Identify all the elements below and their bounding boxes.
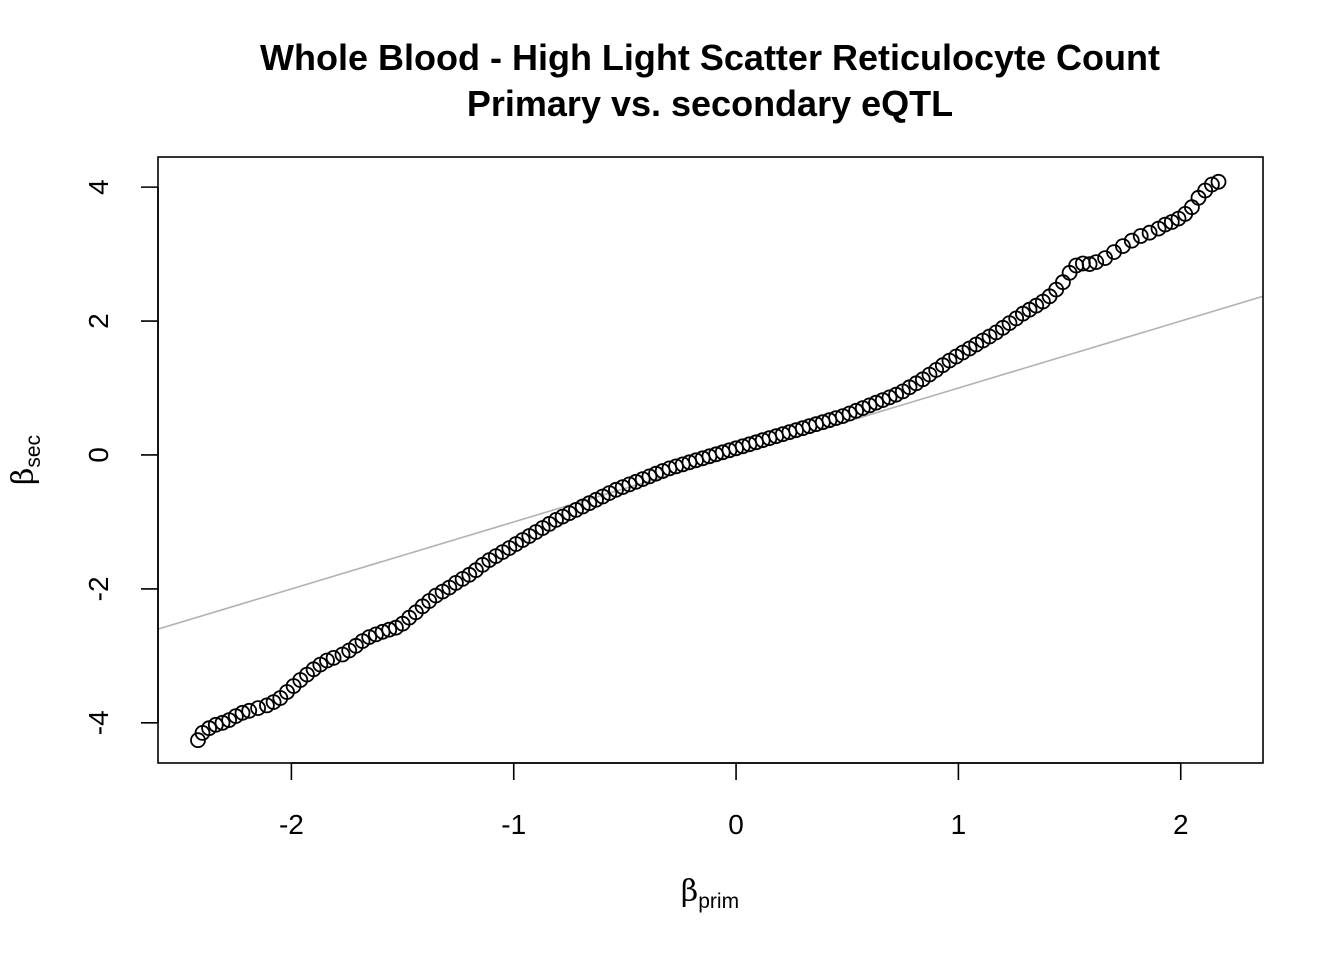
data-point (848, 402, 864, 419)
data-point (1132, 228, 1149, 244)
x-axis: -2 -1 0 1 2 (279, 762, 1189, 840)
y-tick-label: 4 (83, 179, 114, 195)
data-point (608, 481, 624, 498)
data-point (381, 621, 398, 638)
data-point (250, 700, 267, 716)
data-point (854, 400, 871, 417)
data-point (1141, 224, 1158, 241)
data-point (1157, 216, 1174, 233)
y-axis-label: βsec (6, 435, 45, 485)
y-axis-label-subscript: sec (22, 435, 45, 468)
data-point (361, 629, 378, 645)
y-tick-label: -4 (83, 710, 114, 735)
x-axis-label-symbol: β (681, 874, 698, 909)
data-point (621, 476, 638, 493)
x-axis-label-subscript: prim (698, 890, 739, 913)
data-point (648, 465, 664, 482)
plot-frame (157, 156, 1264, 764)
chart-title: Whole Blood - High Light Scatter Reticul… (260, 37, 1160, 78)
data-point (874, 392, 891, 409)
x-tick-label: -2 (279, 809, 304, 840)
data-point (1081, 256, 1098, 273)
y-tick-label: -2 (83, 576, 114, 601)
x-tick-label: -1 (501, 809, 526, 840)
data-point (834, 408, 851, 425)
points-layer (190, 173, 1227, 749)
y-axis: -4 -2 0 2 4 (83, 179, 159, 735)
data-point (1088, 254, 1105, 271)
data-point (868, 394, 884, 411)
data-point (319, 652, 335, 669)
data-point (1123, 232, 1140, 249)
chart-subtitle: Primary vs. secondary eQTL (467, 83, 953, 124)
data-point (241, 702, 258, 719)
data-point (1210, 173, 1227, 190)
x-tick-label: 1 (951, 809, 967, 840)
x-tick-label: 0 (728, 809, 744, 840)
data-point (234, 704, 251, 721)
x-axis-label: βprim (681, 874, 739, 913)
data-point (628, 473, 644, 490)
data-point (1115, 238, 1131, 255)
data-point (634, 471, 651, 488)
data-point (325, 650, 342, 666)
x-tick-label: 2 (1173, 809, 1189, 840)
y-tick-label: 2 (83, 313, 114, 329)
y-tick-label: 0 (83, 447, 114, 463)
y-axis-label-symbol: β (6, 468, 41, 485)
